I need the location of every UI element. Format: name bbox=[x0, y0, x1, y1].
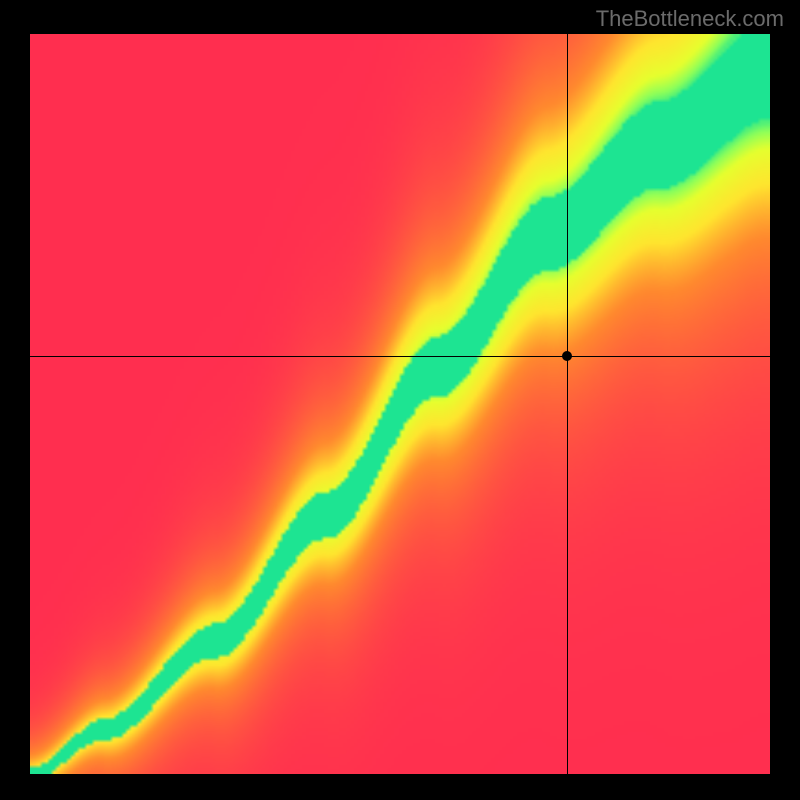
heatmap-canvas bbox=[30, 34, 770, 774]
selection-marker bbox=[562, 351, 572, 361]
crosshair-vertical bbox=[567, 34, 568, 774]
bottleneck-heatmap bbox=[30, 34, 770, 774]
watermark-text: TheBottleneck.com bbox=[596, 6, 784, 32]
crosshair-horizontal bbox=[30, 356, 770, 357]
